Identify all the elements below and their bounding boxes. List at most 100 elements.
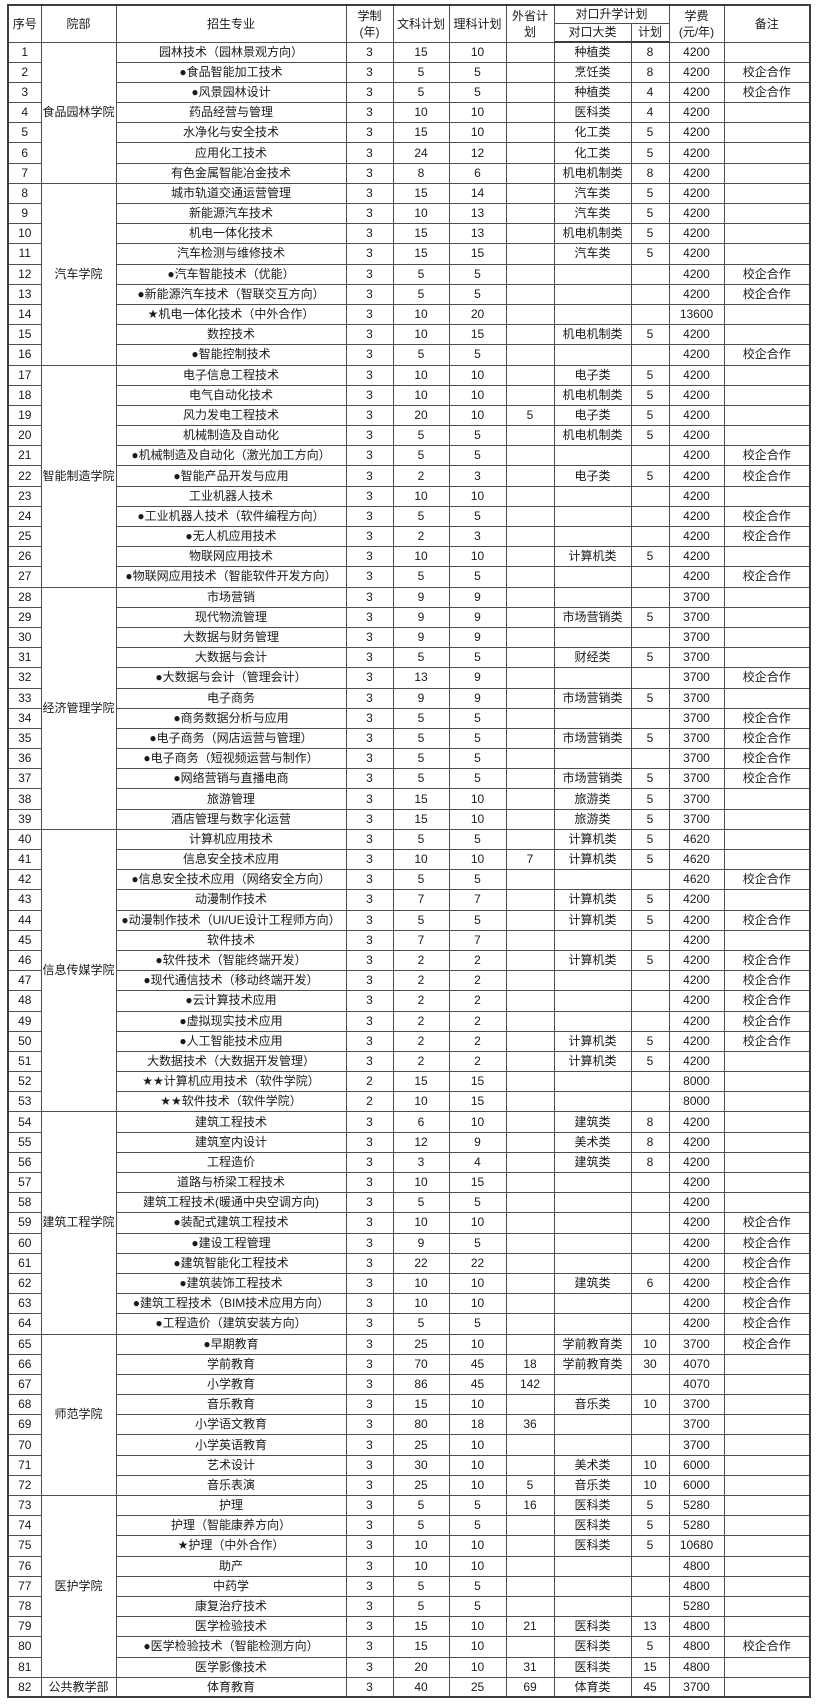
remark-cell [723,1091,811,1113]
science-plan-cell: 9 [448,606,507,628]
vocational-category-cell [553,1434,632,1456]
vocational-category-cell [553,626,632,649]
years-cell: 3 [345,1192,394,1214]
remark-cell: 校企合作 [723,61,811,83]
arts-plan-cell: 5 [392,707,450,729]
years-cell: 3 [345,525,394,548]
table-row: 58 建筑工程技术(暖通中央空调方向) 3 5 5 4200 [7,1192,811,1214]
vocational-plan-cell [630,1091,670,1113]
science-plan-cell: 15 [448,243,507,265]
tuition-cell: 4620 [668,848,725,871]
table-row: 61 ●建筑智能化工程技术 3 22 22 4200 校企合作 [7,1252,811,1274]
serial-number-cell: 53 [7,1091,42,1113]
table-row: 3 ●风景园林设计 3 5 5 种植类 4 4200 校企合作 [7,81,811,104]
remark-cell: 校企合作 [723,727,811,750]
years-cell: 3 [345,122,394,144]
science-plan-cell: 5 [448,1192,507,1214]
header-remark: 备注 [723,4,811,43]
arts-plan-cell: 5 [392,768,450,790]
serial-number-cell: 75 [7,1535,42,1557]
remark-cell [723,384,811,406]
arts-plan-cell: 25 [392,1434,450,1456]
major-cell: ●食品智能加工技术 [115,61,347,83]
table-row: 47 ●现代通信技术（移动终端开发） 3 2 2 4200 校企合作 [7,970,811,992]
arts-plan-cell: 5 [392,1192,450,1214]
tuition-cell: 4200 [668,1252,725,1274]
remark-cell [723,303,811,326]
vocational-category-cell: 体育类 [553,1676,632,1698]
vocational-category-cell: 医科类 [553,1515,632,1537]
remark-cell [723,1394,811,1416]
table-row: 57 道路与桥梁工程技术 3 10 15 4200 [7,1171,811,1194]
table-row: 44 ●动漫制作技术（UI/UE设计工程师方向） 3 5 5 计算机类 5 4200 校企合作 [7,909,811,931]
science-plan-cell: 2 [448,1030,507,1052]
serial-number-cell: 9 [7,202,42,225]
vocational-category-cell: 机电机制类 [553,425,632,447]
years-cell: 3 [345,788,394,810]
science-plan-cell: 15 [448,1171,507,1194]
remark-cell [723,1515,811,1537]
serial-number-cell: 79 [7,1616,42,1638]
out-province-plan-cell [505,1555,555,1577]
out-province-plan-cell [505,889,555,911]
arts-plan-cell: 20 [392,404,450,427]
remark-cell: 校企合作 [723,283,811,305]
remark-cell [723,1575,811,1597]
vocational-plan-cell: 5 [630,364,670,386]
major-cell: 应用化工技术 [115,142,347,164]
out-province-plan-cell [505,41,555,63]
major-cell: 工业机器人技术 [115,485,347,507]
major-cell: ●建筑工程技术（BIM技术应用方向） [115,1293,347,1315]
vocational-plan-cell: 5 [630,465,670,487]
out-province-plan-cell [505,748,555,770]
vocational-category-cell [553,344,632,366]
out-province-plan-cell: 36 [505,1414,555,1436]
vocational-plan-cell [630,263,670,285]
serial-number-cell: 66 [7,1353,42,1375]
serial-number-cell: 3 [7,81,42,104]
out-province-plan-cell: 142 [505,1373,555,1396]
out-province-plan-cell [505,1212,555,1234]
vocational-category-cell: 市场营销类 [553,727,632,750]
science-plan-cell: 2 [448,1050,507,1073]
major-cell: 风力发电工程技术 [115,404,347,427]
serial-number-cell: 43 [7,889,42,911]
serial-number-cell: 31 [7,647,42,669]
remark-cell: 校企合作 [723,1293,811,1315]
out-province-plan-cell: 5 [505,404,555,427]
vocational-category-cell [553,505,632,528]
vocational-category-cell [553,1071,632,1093]
out-province-plan-cell [505,667,555,689]
years-cell: 3 [345,1394,394,1416]
out-province-plan-cell [505,1071,555,1093]
vocational-category-cell [553,586,632,608]
out-province-plan-cell [505,626,555,649]
arts-plan-cell: 9 [392,626,450,649]
arts-plan-cell: 10 [392,303,450,326]
tuition-cell: 3700 [668,707,725,729]
years-cell: 3 [345,1575,394,1597]
years-cell: 3 [345,303,394,326]
major-cell: 医学影像技术 [115,1656,347,1678]
major-cell: 物联网应用技术 [115,546,347,568]
tuition-cell: 4200 [668,1151,725,1174]
table-row: 35 ●电子商务（网店运营与管理） 3 5 5 市场营销类 5 3700 校企合作 [7,727,811,750]
remark-cell [723,1676,811,1698]
remark-cell [723,626,811,649]
major-cell: ●虚拟现实技术应用 [115,1010,347,1032]
tuition-cell: 3700 [668,667,725,689]
years-cell: 3 [345,1293,394,1315]
vocational-category-cell: 美术类 [553,1131,632,1153]
serial-number-cell: 63 [7,1293,42,1315]
header-tuition: 学费 (元/年) [668,4,725,43]
science-plan-cell: 3 [448,465,507,487]
table-row: 30 大数据与财务管理 3 9 9 3700 [7,626,811,649]
years-cell: 3 [345,1414,394,1436]
tuition-cell: 4200 [668,546,725,568]
years-cell: 3 [345,41,394,63]
science-plan-cell: 10 [448,1293,507,1315]
arts-plan-cell: 2 [392,970,450,992]
tuition-cell: 3700 [668,586,725,608]
table-row: 59 ●装配式建筑工程技术 3 10 10 4200 校企合作 [7,1212,811,1234]
serial-number-cell: 23 [7,485,42,507]
